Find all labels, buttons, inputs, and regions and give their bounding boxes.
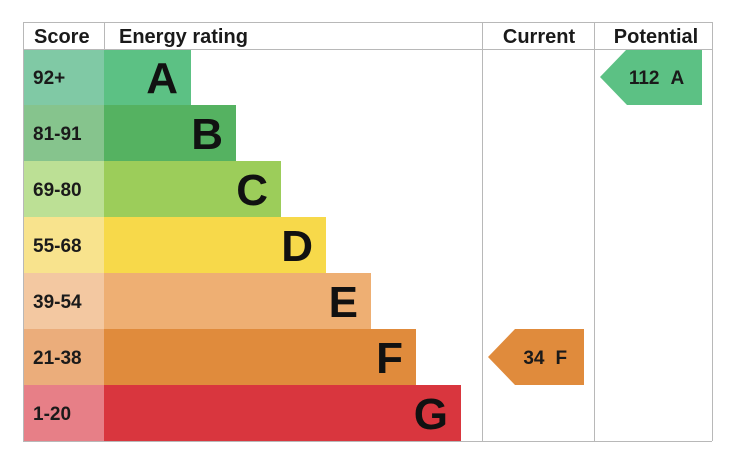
rating-letter-g: G xyxy=(414,390,448,439)
rating-bar-b xyxy=(104,105,236,161)
rating-letter-b: B xyxy=(191,110,223,159)
score-cell-e xyxy=(23,273,104,329)
rating-bar-d xyxy=(104,217,326,273)
potential-rating-band: A xyxy=(671,68,685,89)
score-cell-b xyxy=(23,105,104,161)
score-range-d: 55-68 xyxy=(33,236,82,257)
rating-letter-a: A xyxy=(146,54,178,103)
rating-letter-f: F xyxy=(376,334,403,383)
rating-bar-g xyxy=(104,385,461,441)
score-cell-g xyxy=(23,385,104,441)
rating-letter-c: C xyxy=(236,166,268,215)
rating-markers: 34 F 112 A xyxy=(488,49,702,385)
header-current: Current xyxy=(503,26,576,48)
chart-grid xyxy=(23,22,713,442)
potential-rating-value: 112 xyxy=(629,68,660,89)
score-range-a: 92+ xyxy=(33,68,65,89)
current-rating-value: 34 xyxy=(523,348,545,369)
score-cell-f xyxy=(23,329,104,385)
rating-bar-a xyxy=(104,49,191,105)
rating-letter-e: E xyxy=(329,278,358,327)
current-rating-band: F xyxy=(556,348,568,369)
score-cell-a xyxy=(23,49,104,105)
score-cell-d xyxy=(23,217,104,273)
score-cell-c xyxy=(23,161,104,217)
header-score: Score xyxy=(34,26,90,48)
score-range-e: 39-54 xyxy=(33,292,82,313)
potential-rating-arrow xyxy=(600,49,702,105)
score-range-f: 21-38 xyxy=(33,348,82,369)
rating-letter-d: D xyxy=(281,222,313,271)
header-potential: Potential xyxy=(614,26,698,48)
header-energy-rating: Energy rating xyxy=(119,26,248,48)
rating-bar-f xyxy=(104,329,416,385)
rating-bands: 92+ A 81-91 B 69-80 C 55-68 D 39-54 E 21-38 F 1-20 G xyxy=(23,49,461,441)
score-range-b: 81-91 xyxy=(33,124,82,145)
current-rating-arrow xyxy=(488,329,584,385)
rating-bar-c xyxy=(104,161,281,217)
score-range-g: 1-20 xyxy=(33,404,71,425)
rating-bar-e xyxy=(104,273,371,329)
score-range-c: 69-80 xyxy=(33,180,82,201)
